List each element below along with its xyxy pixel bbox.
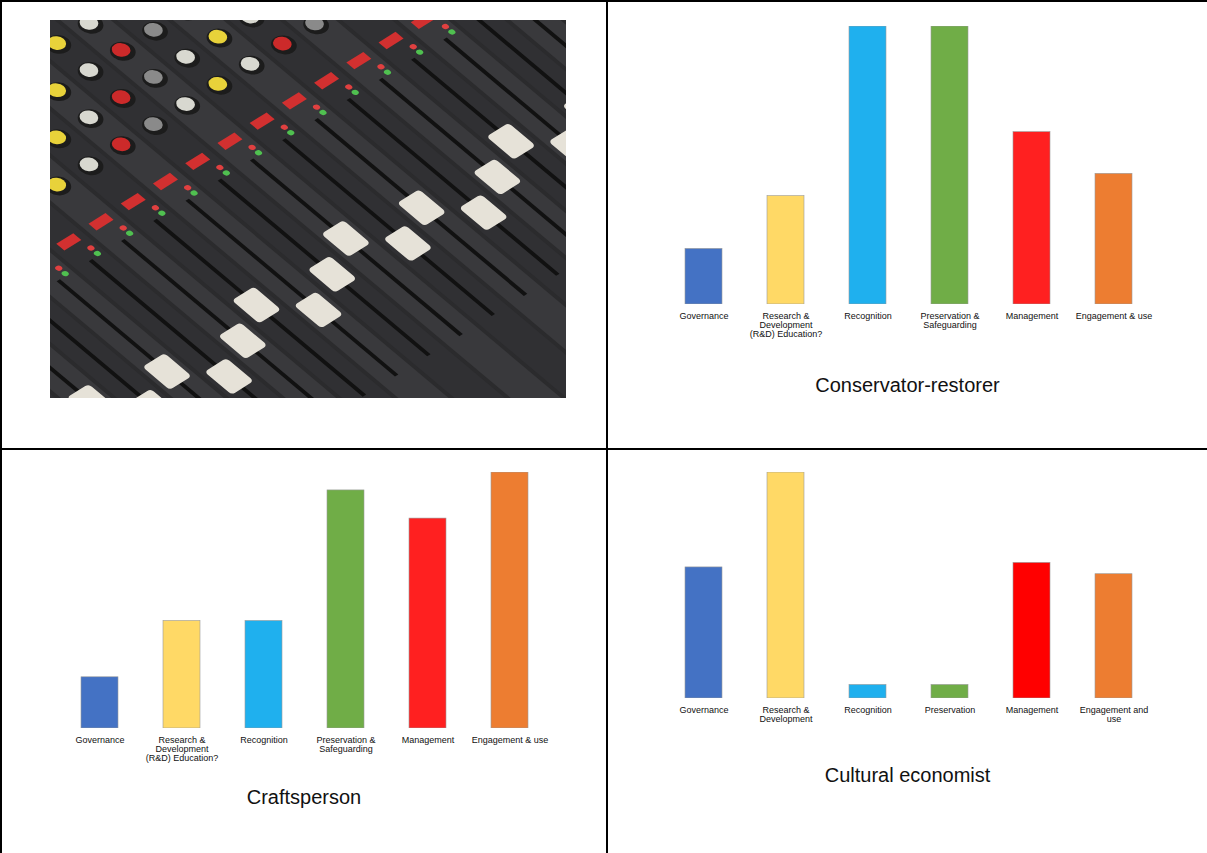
- svg-text:Management: Management: [402, 735, 455, 745]
- svg-text:Research &Development(R&D) Edu: Research &Development(R&D) Education?: [146, 735, 219, 763]
- svg-text:Management: Management: [1006, 311, 1059, 321]
- svg-text:Research &Development(R&D) Edu: Research &Development(R&D) Education?: [750, 311, 823, 339]
- svg-text:Engagement & use: Engagement & use: [1076, 311, 1153, 321]
- svg-text:Research &Development: Research &Development: [759, 705, 813, 724]
- svg-text:Recognition: Recognition: [844, 311, 892, 321]
- svg-text:Management: Management: [1006, 705, 1059, 715]
- svg-text:Engagement anduse: Engagement anduse: [1080, 705, 1149, 724]
- svg-text:Preservation &Safeguarding: Preservation &Safeguarding: [920, 311, 979, 330]
- svg-text:Governance: Governance: [679, 311, 728, 321]
- svg-text:Recognition: Recognition: [844, 705, 892, 715]
- html-text:Cultural economist: Cultural economist: [824, 764, 991, 786]
- html-text:Conservator-restorer: Conservator-restorer: [815, 374, 1000, 396]
- svg-text:Recognition: Recognition: [240, 735, 288, 745]
- svg-text:Engagement & use: Engagement & use: [472, 735, 549, 745]
- svg-text:Governance: Governance: [679, 705, 728, 715]
- html-text:Craftsperson: Craftsperson: [246, 786, 362, 808]
- svg-text:Preservation &Safeguarding: Preservation &Safeguarding: [316, 735, 375, 754]
- svg-text:Governance: Governance: [75, 735, 124, 745]
- svg-text:Preservation: Preservation: [925, 705, 976, 715]
